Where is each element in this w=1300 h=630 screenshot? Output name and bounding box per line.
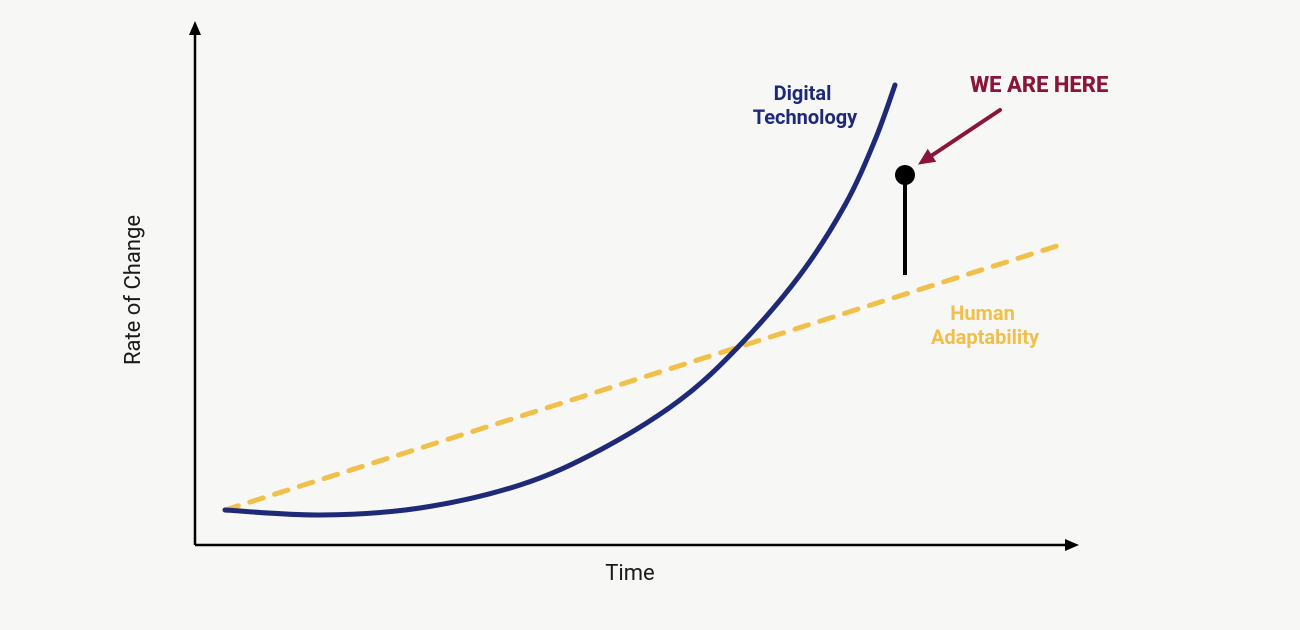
chart-svg: Time Rate of Change Digital Technology H… bbox=[0, 0, 1300, 630]
x-axis-label: Time bbox=[605, 561, 654, 586]
we-are-here-label: WE ARE HERE bbox=[970, 73, 1108, 98]
we-are-here-marker bbox=[895, 165, 915, 185]
chart-canvas: Time Rate of Change Digital Technology H… bbox=[0, 0, 1300, 630]
y-axis-label: Rate of Change bbox=[121, 215, 146, 365]
